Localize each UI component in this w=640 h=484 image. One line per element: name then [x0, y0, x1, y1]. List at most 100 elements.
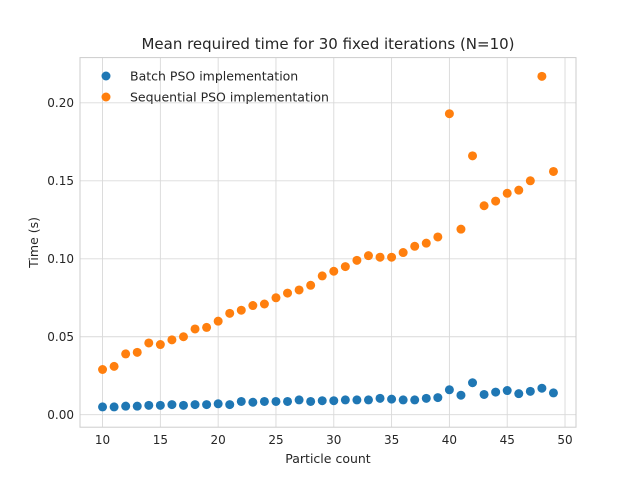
sequential-point	[202, 322, 212, 332]
x-tick-label: 10	[95, 433, 110, 447]
sequential-point	[132, 347, 142, 357]
sequential-point	[387, 252, 397, 262]
batch-point	[421, 393, 431, 403]
x-tick-label: 35	[384, 433, 399, 447]
sequential-point	[352, 255, 362, 265]
batch-point	[398, 395, 408, 405]
batch-point	[213, 399, 223, 409]
batch-point	[340, 395, 350, 405]
batch-point	[178, 400, 188, 410]
legend-marker-batch	[101, 71, 111, 81]
sequential-point	[144, 338, 154, 348]
y-tick-label: 0.20	[47, 96, 74, 110]
batch-point	[167, 400, 177, 410]
batch-point	[248, 397, 258, 407]
batch-point	[190, 400, 200, 410]
batch-point	[98, 402, 108, 412]
sequential-point	[178, 332, 188, 342]
sequential-point	[271, 293, 281, 303]
batch-point	[236, 396, 246, 406]
sequential-point	[109, 361, 119, 371]
sequential-point	[468, 151, 478, 161]
legend-label-batch: Batch PSO implementation	[130, 69, 298, 84]
sequential-point	[537, 71, 547, 81]
batch-point	[155, 400, 165, 410]
legend-marker-sequential	[101, 92, 111, 102]
x-tick-label: 20	[211, 433, 226, 447]
batch-point	[363, 395, 373, 405]
batch-point	[202, 400, 212, 410]
batch-point	[259, 396, 269, 406]
x-tick-label: 15	[153, 433, 168, 447]
batch-point	[479, 389, 489, 399]
batch-point	[387, 394, 397, 404]
plot-frame	[79, 57, 577, 428]
sequential-point	[479, 201, 489, 211]
x-tick-label: 30	[326, 433, 341, 447]
sequential-point	[456, 224, 466, 234]
sequential-point	[167, 335, 177, 345]
y-tick-label: 0.10	[47, 252, 74, 266]
y-tick-labels: 0.00 0.05 0.10 0.15 0.20	[47, 96, 74, 422]
sequential-point	[225, 308, 235, 318]
sequential-point	[375, 252, 385, 262]
sequential-point	[248, 301, 258, 311]
sequential-point	[525, 176, 535, 186]
batch-point	[225, 400, 235, 410]
batch-point	[283, 396, 293, 406]
batch-point	[306, 396, 316, 406]
sequential-point	[363, 251, 373, 261]
chart-title: Mean required time for 30 fixed iteratio…	[141, 35, 514, 53]
batch-point	[271, 396, 281, 406]
batch-point	[548, 388, 558, 398]
sequential-point	[213, 316, 223, 326]
sequential-point	[294, 285, 304, 295]
batch-point	[317, 396, 327, 406]
sequential-point	[98, 364, 108, 374]
sequential-point	[155, 340, 165, 350]
x-tick-label: 45	[500, 433, 515, 447]
sequential-point	[514, 185, 524, 195]
sequential-point	[444, 109, 454, 119]
y-axis-label: Time (s)	[26, 217, 41, 269]
sequential-point	[259, 299, 269, 309]
data-points	[98, 71, 558, 412]
y-tick-label: 0.15	[47, 174, 74, 188]
batch-point	[514, 389, 524, 399]
batch-point	[537, 383, 547, 393]
batch-point	[294, 395, 304, 405]
batch-point	[144, 400, 154, 410]
x-tick-label: 40	[442, 433, 457, 447]
sequential-point	[502, 188, 512, 198]
legend-label-sequential: Sequential PSO implementation	[130, 90, 329, 105]
sequential-point	[236, 305, 246, 315]
sequential-point	[398, 248, 408, 258]
batch-point	[329, 396, 339, 406]
x-tick-label: 50	[557, 433, 572, 447]
sequential-point	[121, 349, 131, 359]
y-tick-label: 0.05	[47, 330, 74, 344]
batch-point	[410, 395, 420, 405]
batch-point	[132, 401, 142, 411]
sequential-point	[433, 232, 443, 242]
batch-point	[109, 402, 119, 412]
batch-point	[456, 390, 466, 400]
sequential-point	[340, 262, 350, 272]
sequential-point	[491, 196, 501, 206]
batch-point	[468, 378, 478, 388]
sequential-point	[410, 241, 420, 251]
plot-area	[80, 57, 576, 428]
y-tick-label: 0.00	[47, 408, 74, 422]
batch-point	[433, 393, 443, 403]
batch-point	[444, 385, 454, 395]
batch-point	[121, 401, 131, 411]
batch-point	[352, 395, 362, 405]
x-tick-labels: 10 15 20 25 30 35 40 45 50	[95, 433, 573, 447]
batch-point	[525, 386, 535, 396]
batch-point	[375, 393, 385, 403]
x-axis-label: Particle count	[285, 451, 371, 466]
sequential-point	[190, 324, 200, 334]
grid	[80, 57, 576, 428]
batch-point	[502, 386, 512, 396]
